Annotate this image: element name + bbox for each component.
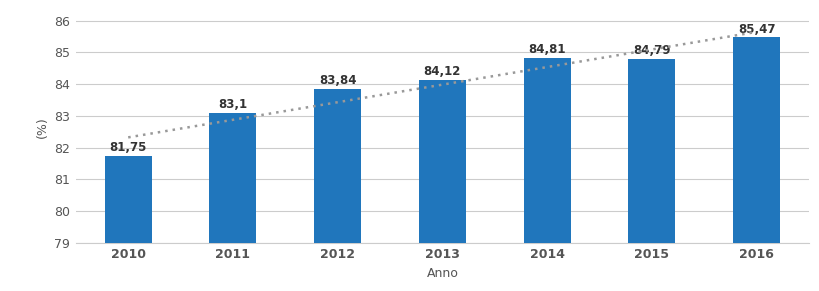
Text: 85,47: 85,47 (737, 22, 774, 36)
Bar (627, 59, 675, 243)
Text: 84,81: 84,81 (527, 43, 565, 56)
Bar (105, 155, 152, 243)
Text: 84,12: 84,12 (423, 65, 460, 78)
Y-axis label: (%): (%) (36, 116, 48, 138)
Bar (523, 58, 570, 243)
Text: 83,1: 83,1 (218, 98, 247, 111)
Bar (314, 89, 360, 243)
Text: 83,84: 83,84 (319, 74, 356, 87)
Text: 84,79: 84,79 (632, 44, 670, 57)
Bar (209, 113, 256, 243)
Text: 81,75: 81,75 (110, 141, 147, 154)
X-axis label: Anno: Anno (426, 267, 458, 280)
Bar (732, 38, 779, 243)
Bar (419, 80, 465, 243)
